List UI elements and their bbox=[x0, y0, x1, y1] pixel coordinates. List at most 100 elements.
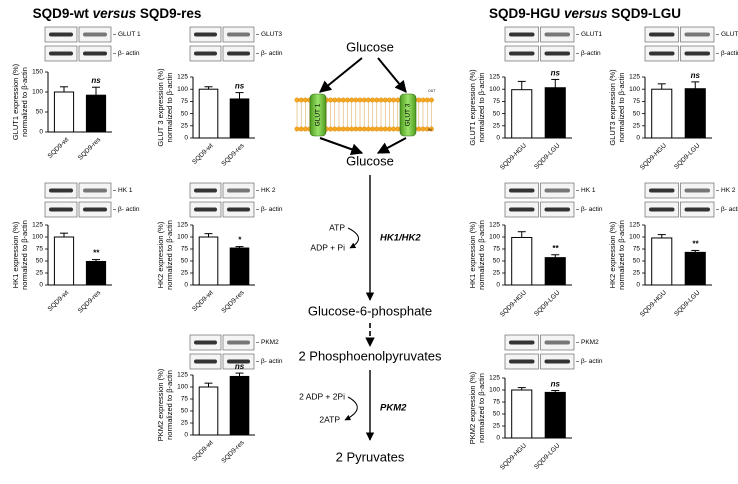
blot-label: PKM2 bbox=[261, 339, 279, 346]
x-tick-label: SQD9-wt bbox=[191, 142, 215, 166]
blot-label: β- actin bbox=[261, 206, 283, 213]
blot-band bbox=[49, 207, 73, 212]
y-tick-label: 125 bbox=[177, 372, 188, 379]
blot-band bbox=[544, 32, 570, 37]
blot-band bbox=[649, 188, 675, 193]
y-tick-label: 75 bbox=[181, 98, 189, 105]
y-tick-label: 0 bbox=[39, 282, 43, 289]
y-tick-label: 100 bbox=[177, 384, 188, 391]
x-tick-label: SQD9-res bbox=[220, 289, 246, 315]
lipid-head bbox=[386, 97, 392, 103]
y-tick-label: 25 bbox=[181, 123, 189, 130]
y-axis-label: GLUT 3 expression (%) bbox=[156, 68, 165, 147]
cofactor: 2ATP bbox=[319, 414, 340, 424]
bar bbox=[85, 94, 107, 133]
bar bbox=[229, 98, 250, 139]
lipid-head bbox=[353, 126, 359, 132]
y-axis-label: HK2 expression (%) bbox=[156, 221, 165, 288]
blot-label: GLUT 1 bbox=[118, 31, 141, 38]
y-axis-label: normalized to β-actin bbox=[20, 220, 29, 290]
x-tick-label: SQD9-wt bbox=[191, 289, 215, 313]
lipid-head bbox=[302, 126, 308, 132]
y-axis-label: HK1 expression (%) bbox=[468, 221, 477, 288]
x-tick-label: SQD9-LGU bbox=[533, 142, 562, 171]
arrow bbox=[319, 137, 364, 156]
lipid-head bbox=[420, 97, 426, 103]
metabolite: Glucose bbox=[346, 39, 394, 54]
lipid-head bbox=[365, 126, 371, 132]
significance: ns bbox=[235, 362, 245, 371]
y-tick-label: 125 bbox=[489, 222, 500, 229]
blot-band bbox=[509, 340, 535, 345]
bar bbox=[198, 88, 219, 139]
bar bbox=[511, 89, 533, 139]
lipid-head bbox=[328, 126, 334, 132]
y-tick-label: 125 bbox=[177, 74, 188, 81]
x-tick-label: SQD9-res bbox=[77, 289, 103, 315]
y-tick-label: 0 bbox=[184, 432, 188, 439]
blot-band bbox=[83, 51, 107, 56]
bar bbox=[684, 88, 706, 139]
significance: ns bbox=[551, 68, 561, 77]
bar bbox=[53, 91, 75, 133]
blot-label: β- actin bbox=[118, 50, 140, 57]
transporter-label: GLUT 1 bbox=[315, 103, 322, 126]
blot-band bbox=[227, 359, 250, 364]
y-axis-label: normalized to β-actin bbox=[20, 67, 29, 137]
x-tick-label: SQD9-HGU bbox=[499, 442, 528, 471]
x-tick-label: SQD9-HGU bbox=[499, 142, 528, 171]
lipid-head bbox=[391, 126, 397, 132]
blot-band bbox=[509, 51, 535, 56]
blot-band bbox=[227, 340, 250, 345]
lipid-head bbox=[328, 97, 334, 103]
y-tick-label: 100 bbox=[32, 234, 43, 241]
y-tick-label: 25 bbox=[633, 270, 641, 277]
x-tick-label: SQD9-HGU bbox=[639, 289, 668, 318]
y-tick-label: 50 bbox=[493, 258, 501, 265]
lipid-head bbox=[370, 97, 376, 103]
blot-label: HK 2 bbox=[261, 187, 276, 194]
side-label: OUT bbox=[428, 89, 436, 93]
lipid-head bbox=[357, 97, 363, 103]
blot-band bbox=[684, 51, 710, 56]
blot-band bbox=[227, 32, 250, 37]
y-tick-label: 75 bbox=[493, 98, 501, 105]
blot-label: β- actin bbox=[581, 358, 603, 365]
y-tick-label: 125 bbox=[629, 222, 640, 229]
y-tick-label: 50 bbox=[181, 258, 189, 265]
lipid-head bbox=[382, 126, 388, 132]
blot-label: HK 1 bbox=[118, 187, 133, 194]
y-axis-label: normalized to β-actin bbox=[617, 220, 626, 290]
blot-band bbox=[684, 207, 710, 212]
y-tick-label: 150 bbox=[32, 69, 43, 76]
metabolite: Glucose bbox=[346, 153, 394, 168]
blot-band bbox=[49, 188, 73, 193]
blot-label: β- actin bbox=[261, 50, 283, 57]
lipid-head bbox=[298, 97, 304, 103]
cofactor: ADP + Pi bbox=[310, 242, 345, 252]
blot-label: HK 1 bbox=[581, 187, 596, 194]
lipid-head bbox=[416, 97, 422, 103]
blot-band bbox=[649, 207, 675, 212]
y-tick-label: 125 bbox=[489, 74, 500, 81]
bar bbox=[684, 251, 706, 286]
lipid-head bbox=[424, 97, 430, 103]
blot-band bbox=[544, 359, 570, 364]
blot-band bbox=[684, 188, 710, 193]
lipid-head bbox=[336, 126, 342, 132]
x-tick-label: SQD9-res bbox=[220, 142, 246, 168]
blot-band bbox=[684, 32, 710, 37]
lipid-head bbox=[382, 97, 388, 103]
transporter-label: GLUT 3 bbox=[405, 103, 412, 126]
y-tick-label: 0 bbox=[496, 282, 500, 289]
y-tick-label: 50 bbox=[181, 408, 189, 415]
blot-band bbox=[49, 32, 73, 37]
y-tick-label: 50 bbox=[493, 411, 501, 418]
blot-band bbox=[509, 359, 535, 364]
y-tick-label: 50 bbox=[36, 109, 44, 116]
lipid-head bbox=[349, 126, 355, 132]
blot-band bbox=[544, 207, 570, 212]
y-axis-label: GLUT1 expression (%) bbox=[468, 69, 477, 146]
significance: ns bbox=[91, 76, 101, 85]
significance: ** bbox=[552, 244, 559, 253]
